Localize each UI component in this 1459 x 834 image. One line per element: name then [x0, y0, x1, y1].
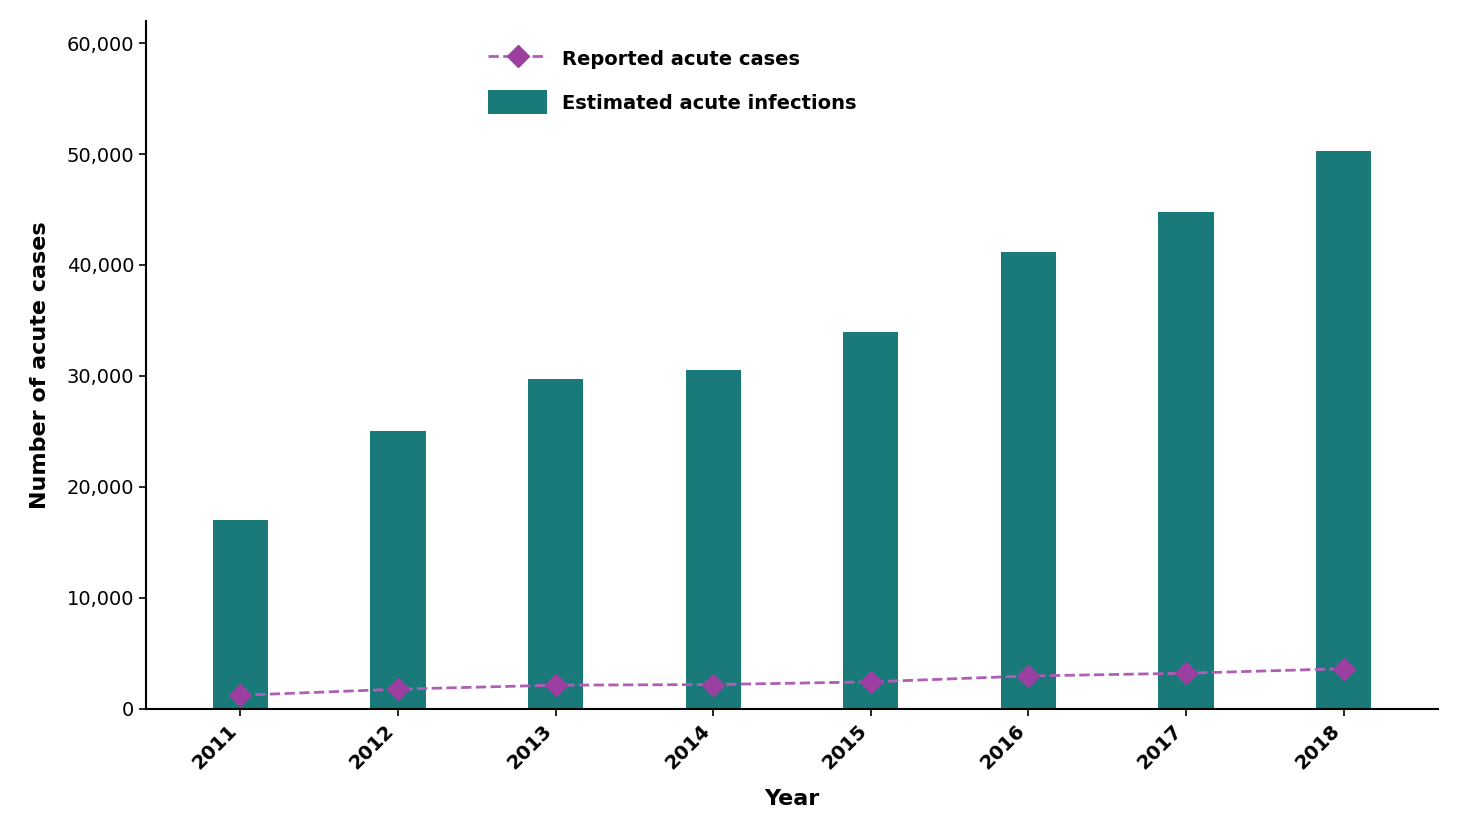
- Y-axis label: Number of acute cases: Number of acute cases: [29, 221, 50, 509]
- Bar: [371, 431, 426, 709]
- Bar: [213, 520, 268, 709]
- Legend: Reported acute cases, Estimated acute infections: Reported acute cases, Estimated acute in…: [479, 38, 867, 123]
- Bar: [528, 379, 584, 709]
- Bar: [1316, 151, 1371, 709]
- Bar: [1001, 252, 1056, 709]
- Bar: [686, 370, 741, 709]
- X-axis label: Year: Year: [765, 789, 820, 809]
- Bar: [843, 332, 899, 709]
- Bar: [1158, 212, 1214, 709]
